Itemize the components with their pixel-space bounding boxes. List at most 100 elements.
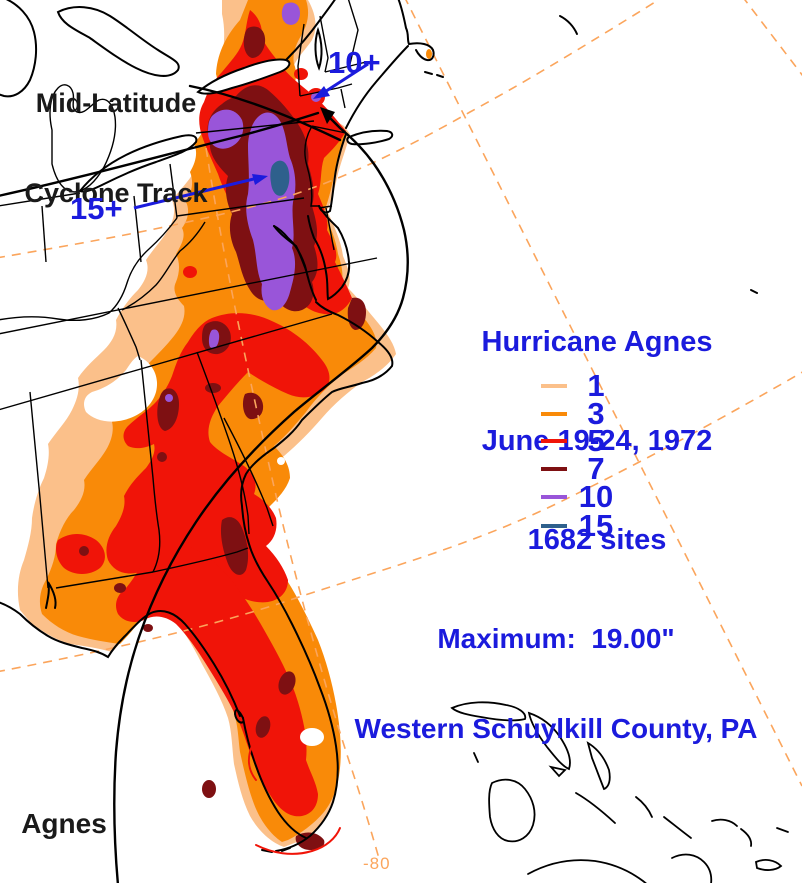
border-nc-sc-diagonal — [223, 417, 274, 527]
coast-cuba-1 — [527, 859, 647, 883]
graticule-lon-70 — [744, 0, 802, 77]
contour-level-7-blueridge — [157, 388, 179, 431]
coast-maine — [397, 0, 410, 45]
island-keys-1 — [281, 847, 291, 852]
island-long-island — [346, 129, 394, 146]
longitude-label-80: -80 — [363, 854, 391, 873]
island-bimini — [473, 752, 479, 763]
maximum-location: Western Schuylkill County, PA — [354, 713, 758, 744]
island-abaco — [527, 711, 571, 771]
border-nh-me — [347, 0, 359, 65]
coast-nova-scotia — [559, 15, 578, 35]
island-grand-bahama — [450, 701, 527, 722]
contour-level-7-piedmont-spot — [205, 383, 221, 393]
maximum-value: Maximum: 19.00" — [437, 623, 675, 654]
legend-title-storm: Hurricane Agnes — [481, 326, 713, 358]
graticule-lat-south — [0, 371, 802, 673]
agnes-landfall-red-arc — [255, 827, 341, 855]
contour-level-3-capecod-spot — [426, 49, 432, 59]
lake-michigan — [0, 0, 38, 98]
border-ny-pa — [195, 120, 315, 134]
legend-entry-15: 15 — [541, 510, 661, 542]
agnes-track-line — [113, 110, 409, 883]
agnes-florida-red-arc — [247, 745, 257, 781]
legend-swatch-10 — [541, 495, 567, 499]
island-long-island-bahamas — [663, 816, 692, 839]
border-ohio-river — [0, 217, 178, 322]
coast-florida-west — [242, 717, 307, 839]
island-crooked — [711, 818, 738, 827]
legend-swatch-3 — [541, 412, 567, 416]
island-andros — [488, 778, 536, 843]
island-cat — [635, 796, 653, 818]
dry-hole-orlando — [300, 728, 324, 746]
legend-entry-1: 1 — [541, 370, 661, 402]
legend-value-1: 1 — [587, 368, 605, 403]
lake-erie — [78, 134, 198, 193]
legend-swatch-15 — [541, 524, 567, 528]
contour-level-10-blueridge-dot — [165, 394, 173, 402]
graticule-lon-80 — [205, 147, 381, 863]
island-inagua — [754, 859, 783, 871]
midlatitude-cyclone-track-line — [0, 111, 320, 197]
border-savannah-river — [196, 351, 250, 535]
storm-tracks — [0, 84, 409, 883]
legend-swatch-1 — [541, 384, 567, 388]
contour-level-5-wv-spot — [183, 266, 197, 278]
contour-level-7-sga-spot — [114, 583, 126, 593]
legend-value-15: 15 — [578, 508, 614, 543]
graticule-lon-75 — [405, 0, 802, 787]
border-vt-nh — [319, 15, 329, 73]
border-ma-south — [299, 83, 353, 97]
island-acklins — [740, 828, 753, 847]
lake-huron — [56, 6, 180, 77]
island-exuma-chain — [575, 792, 616, 824]
border-ga-fl — [152, 547, 249, 573]
legend-swatch-5 — [541, 439, 567, 443]
contour-level-7-fl-spot-3 — [202, 780, 216, 798]
legend-entry-5: 5 — [541, 425, 661, 457]
dry-hole-sc-coast — [277, 457, 285, 465]
contour-level-7-nc-spot — [242, 392, 264, 420]
legend-value-7: 7 — [587, 451, 605, 486]
midlatitude-track-label-line2: Cyclone Track — [24, 178, 208, 208]
bahamas-islands — [450, 701, 789, 883]
river-potomac — [273, 225, 307, 271]
coast-cuba-2 — [671, 853, 713, 883]
border-delaware-river — [304, 125, 319, 207]
state-borders — [0, 0, 378, 589]
geography-lakes — [0, 0, 323, 193]
contour-level-7-nfl-spot — [143, 624, 153, 632]
border-lat3630 — [0, 257, 378, 335]
border-al-fl — [55, 571, 154, 589]
border-ny-nj — [311, 125, 347, 134]
contour-level-5-albany-spot — [294, 68, 308, 80]
dry-hole-tennessee — [84, 356, 158, 422]
island-new-providence — [548, 765, 567, 778]
contour-level-10-ny-top — [281, 2, 300, 25]
legend-title-dates: June 19-24, 1972 — [481, 425, 713, 457]
contour-level-10-va-dot — [208, 329, 220, 349]
midlatitude-track-label-line1: Mid-Latitude — [35, 88, 197, 118]
arrow-15plus-head — [252, 174, 268, 185]
agnes-track-label-line1: Agnes — [21, 808, 107, 839]
contour-level-7-ny-spot — [243, 26, 266, 58]
legend-title: Hurricane Agnes June 19-24, 1972 1682 si… — [430, 260, 764, 590]
coast-florida-bigbend — [0, 601, 241, 717]
contour-level-7-fl-spot-1 — [278, 671, 296, 695]
border-pa-md — [176, 197, 305, 217]
contour-level-7-fl-spot-2 — [255, 716, 271, 738]
legend-value-3: 3 — [587, 396, 605, 431]
annotation-arrows — [133, 62, 369, 210]
border-lat35 — [0, 313, 333, 411]
contour-level-7-sc-spot — [157, 452, 167, 462]
border-tn-nc — [117, 307, 141, 361]
callout-15plus: 15+ — [70, 191, 123, 226]
maximum-annotation: Maximum: 19.00" Western Schuylkill Count… — [306, 564, 802, 774]
legend-entry-7: 7 — [541, 453, 661, 485]
contour-level-15-max — [270, 160, 290, 196]
midlatitude-track-label: Mid-Latitude Cyclone Track — [0, 28, 232, 238]
graticule-lat-north — [0, 0, 660, 259]
